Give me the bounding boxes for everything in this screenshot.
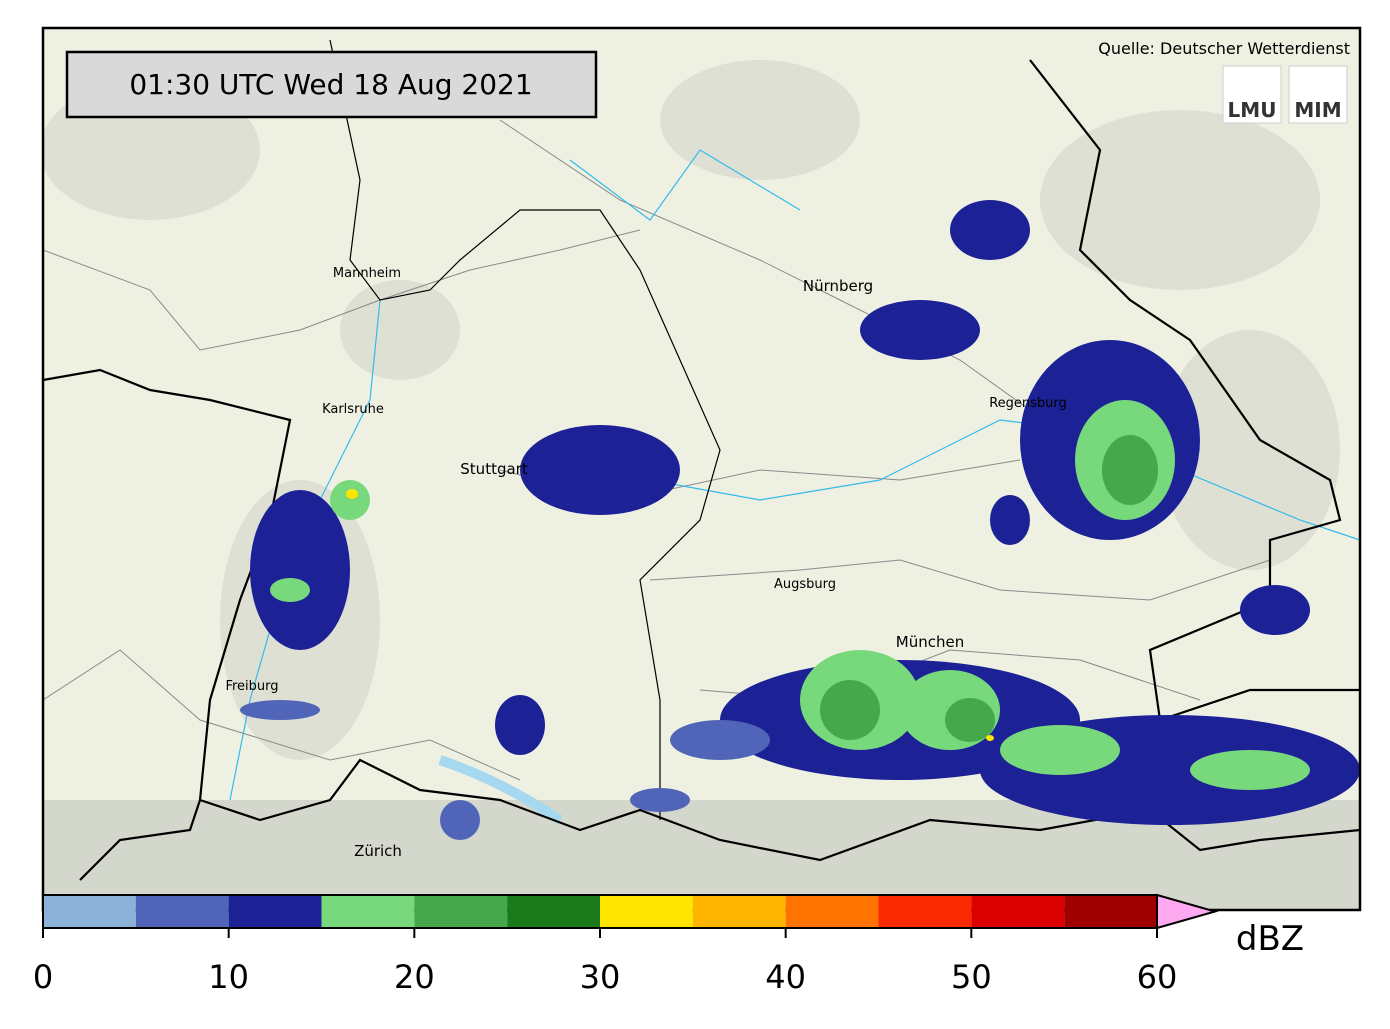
city-label: Karlsruhe [322, 402, 384, 417]
city-label: Augsburg [774, 577, 836, 592]
colorbar-segment [971, 895, 1065, 928]
timestamp: 01:30 UTC Wed 18 Aug 2021 [129, 68, 532, 101]
colorbar-segment [321, 895, 415, 928]
city-labels: Mannheim Nürnberg Karlsruhe Stuttgart Re… [225, 266, 1066, 860]
colorbar-tick-label: 50 [951, 958, 992, 996]
colorbar-tick-label: 0 [33, 958, 53, 996]
colorbar-tick-label: 20 [394, 958, 435, 996]
city-label: Zürich [354, 842, 402, 860]
colorbar-segment [692, 895, 786, 928]
logo: MIM [1294, 98, 1341, 122]
colorbar-segment [43, 895, 136, 928]
timestamp-box [65, 50, 598, 119]
city-label: Regensburg [989, 396, 1067, 411]
colorbar-segment [228, 895, 322, 928]
colorbar-segment [600, 895, 693, 928]
colorbar-tick-label: 10 [208, 958, 249, 996]
colorbar-segment [414, 895, 508, 928]
map-area: Mannheim Nürnberg Karlsruhe Stuttgart Re… [43, 28, 1360, 910]
colorbar: 0 10 20 30 40 50 60 dBZ [33, 893, 1304, 996]
colorbar-tick-label: 30 [580, 958, 621, 996]
colorbar-tick-label: 40 [765, 958, 806, 996]
colorbar-segment [1064, 895, 1157, 928]
colorbar-unit: dBZ [1236, 919, 1304, 959]
colorbar-segment [135, 895, 229, 928]
city-label: Nürnberg [803, 277, 873, 295]
logo: LMU [1228, 98, 1277, 122]
state-borders [329, 39, 721, 820]
city-label: Freiburg [225, 679, 278, 694]
city-label: Mannheim [333, 266, 401, 281]
colorbar-segment [785, 895, 879, 928]
colorbar-segment [507, 895, 600, 928]
logo-box [1288, 65, 1348, 124]
colorbar-tick-label: 60 [1137, 958, 1178, 996]
city-label: Stuttgart [460, 460, 528, 478]
colorbar-segment [878, 895, 972, 928]
radar-echoes [240, 200, 1360, 840]
city-label: München [896, 633, 964, 651]
source-credit: Quelle: Deutscher Wetterdienst [1098, 39, 1350, 58]
logo-box [1222, 65, 1282, 124]
